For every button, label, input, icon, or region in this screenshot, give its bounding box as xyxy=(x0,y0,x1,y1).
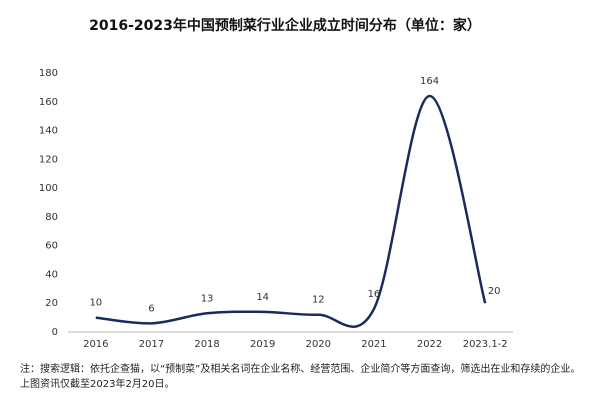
x-tick-label: 2017 xyxy=(139,339,164,350)
data-label: 6 xyxy=(148,303,154,314)
x-tick-label: 2016 xyxy=(83,339,108,350)
data-label: 164 xyxy=(420,76,439,87)
y-tick-label: 20 xyxy=(45,298,58,309)
y-tick-label: 100 xyxy=(39,183,58,194)
chart: 2016-2023年中国预制菜行业企业成立时间分布（单位：家） 0 20 40 60 8… xyxy=(39,17,513,350)
data-label: 14 xyxy=(256,292,269,303)
data-label: 20 xyxy=(488,286,501,297)
x-tick-label: 2022 xyxy=(417,339,442,350)
y-tick-label: 160 xyxy=(39,97,58,108)
y-tick-label: 180 xyxy=(39,68,58,79)
y-tick-label: 0 xyxy=(52,327,58,338)
data-label: 10 xyxy=(89,298,102,309)
x-tick-label: 2020 xyxy=(306,339,331,350)
chart-title: 2016-2023年中国预制菜行业企业成立时间分布（单位：家） xyxy=(89,17,481,34)
x-tick-label: 2018 xyxy=(194,339,219,350)
y-tick-label: 80 xyxy=(45,212,58,223)
y-tick-label: 40 xyxy=(45,269,58,280)
data-label: 12 xyxy=(312,295,325,306)
y-tick-label: 120 xyxy=(39,154,58,165)
footnote: 注：搜索逻辑：依托企查猫，以“预制菜”及相关名词在企业名称、经营范围、企业简介等… xyxy=(20,364,581,390)
x-tick-label: 2019 xyxy=(250,339,275,350)
data-label: 16 xyxy=(368,289,381,300)
data-label: 13 xyxy=(201,293,214,304)
x-tick-label: 2021 xyxy=(361,339,386,350)
y-tick-label: 60 xyxy=(45,241,58,252)
line xyxy=(95,94,487,328)
x-tick-label: 2023.1-2 xyxy=(463,339,508,350)
y-tick-label: 140 xyxy=(39,126,58,137)
